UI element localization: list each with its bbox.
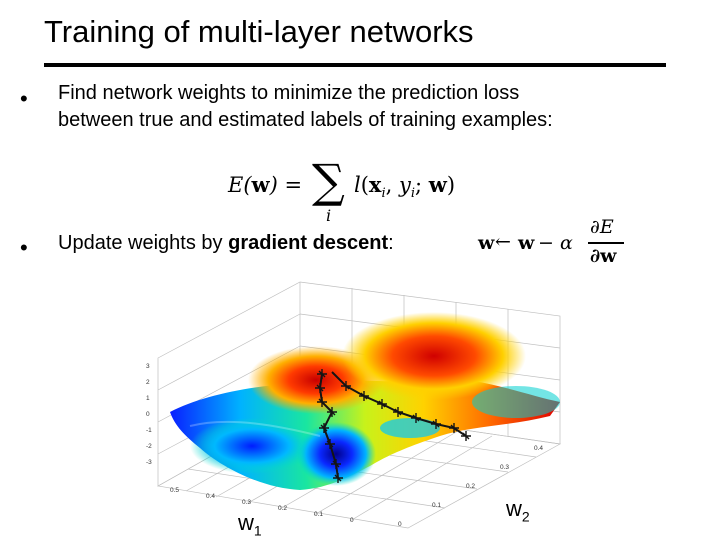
update-rule: w ← w − α ∂E ∂w — [478, 214, 638, 274]
update-w-lhs: w — [478, 232, 495, 254]
path-markers — [315, 369, 471, 483]
z-tick-label: 3 — [146, 363, 150, 370]
w1-tick-label: 0.3 — [242, 499, 251, 506]
path-marker — [341, 381, 351, 391]
path-marker — [327, 407, 337, 417]
bullet-2-prefix: Update weights by — [58, 232, 229, 254]
axis-label-w1-sub: 1 — [253, 522, 262, 539]
update-arrow: ← — [495, 231, 511, 253]
loss-surface — [170, 312, 560, 490]
w2-tick-label: 0.4 — [534, 445, 543, 452]
w2-tick-label: 0.1 — [432, 502, 441, 509]
sum-symbol: ∑ — [312, 154, 345, 208]
z-tick-label: 2 — [146, 379, 150, 386]
title-underline — [44, 63, 666, 67]
z-tick-label: -2 — [146, 443, 152, 450]
update-numerator: ∂E — [590, 216, 614, 238]
slide-title: Training of multi-layer networks — [44, 14, 474, 49]
bullet-1-marker: • — [20, 86, 28, 111]
w2-tick-label: 0.2 — [466, 483, 475, 490]
path-marker — [317, 397, 327, 407]
bullet-2-text: Update weights by gradient descent: — [58, 230, 394, 256]
w1-tick-label: 0.5 — [170, 487, 179, 494]
w1-tick-label: 0.4 — [206, 493, 215, 500]
path-marker — [325, 439, 335, 449]
update-denominator: ∂w — [590, 245, 617, 267]
loss-equation: E(w) = ∑ i l(xi, yi; w) — [228, 154, 488, 228]
fraction-bar — [588, 242, 624, 244]
z-ticks: 3 2 1 0 -1 -2 -3 — [146, 363, 152, 466]
w1-tick-label: 0.1 — [314, 511, 323, 518]
z-tick-label: -1 — [146, 427, 152, 434]
path-marker — [333, 473, 343, 483]
path-marker — [317, 369, 327, 379]
path-marker — [377, 399, 387, 409]
w1-ticks: 0.5 0.4 0.3 0.2 0.1 0 — [170, 487, 354, 524]
bullet-2-emphasis: gradient descent — [228, 232, 389, 254]
path-marker — [331, 459, 341, 469]
z-tick-label: 0 — [146, 411, 150, 418]
z-tick-label: -3 — [146, 459, 152, 466]
update-minus-alpha: − α — [538, 232, 573, 254]
bullet-1-line-1: Find network weights to minimize the pre… — [58, 82, 520, 104]
path-marker — [319, 423, 329, 433]
axis-label-w2-sub: 2 — [521, 508, 530, 525]
path-marker — [315, 383, 325, 393]
loss-rhs: l(xi, yi; w) — [354, 172, 456, 202]
path-marker — [431, 419, 441, 429]
path-marker — [359, 391, 369, 401]
z-tick-label: 1 — [146, 395, 150, 402]
w1-tick-label: 0 — [350, 517, 354, 524]
w2-ticks: 0 0.1 0.2 0.3 0.4 — [398, 445, 543, 528]
axis-label-w2: w2 — [506, 496, 530, 524]
axis-label-w1: w1 — [238, 510, 262, 538]
update-w-rhs: w — [518, 232, 535, 254]
bullet-2-suffix: : — [388, 232, 394, 254]
bullet-1-line-2: between true and estimated labels of tra… — [58, 109, 553, 131]
axis-label-w1-text: w — [238, 510, 254, 535]
bullet-2-marker: • — [20, 235, 28, 260]
path-marker — [393, 407, 403, 417]
sum-index: i — [326, 206, 332, 225]
axis-label-w2-text: w — [506, 496, 522, 521]
path-marker — [449, 423, 459, 433]
w1-tick-label: 0.2 — [278, 505, 287, 512]
path-marker — [461, 431, 471, 441]
loss-lhs: E(w) = — [228, 172, 303, 197]
path-marker — [411, 413, 421, 423]
w2-tick-label: 0.3 — [500, 464, 509, 471]
w2-tick-label: 0 — [398, 521, 402, 528]
